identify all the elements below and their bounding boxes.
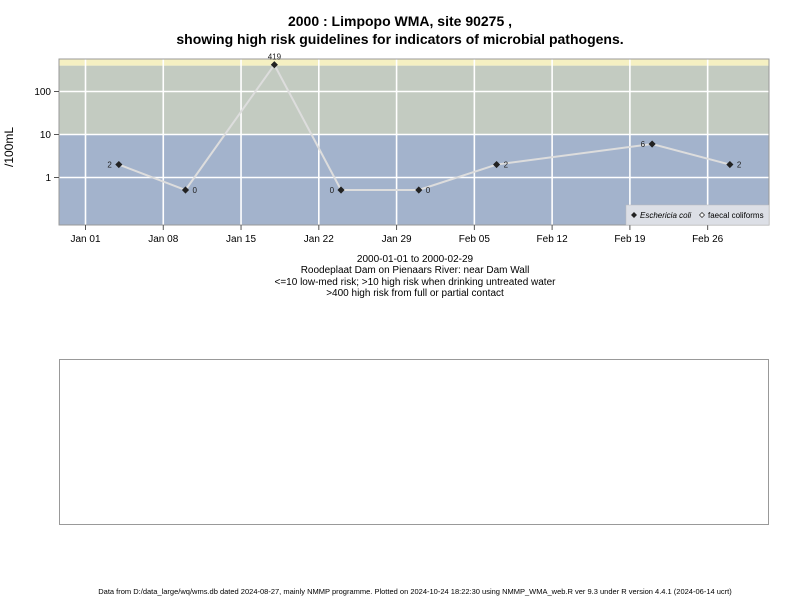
y-tick-label: 100 <box>34 87 51 98</box>
data-point <box>726 160 734 169</box>
data-label: 2 <box>107 161 112 170</box>
series-layer: 2 0 419 0 0 2 6 2 <box>107 53 742 195</box>
data-label: 419 <box>268 53 282 62</box>
data-label: 0 <box>426 186 431 195</box>
data-point <box>270 61 278 69</box>
grid-lines <box>59 59 769 225</box>
x-tick-label: Feb 19 <box>614 234 646 245</box>
risk-band-1 <box>59 65 769 135</box>
legend-label: Eschericia coli <box>640 211 691 220</box>
data-label: 0 <box>330 186 335 195</box>
x-tick-label: Jan 29 <box>382 234 412 245</box>
x-axis: Jan 01 Jan 08 Jan 15 Jan 22 Jan 29 Feb 05 Feb … <box>70 225 724 245</box>
legend-box <box>625 204 770 226</box>
y-axis: 1 10 100 <box>34 87 59 184</box>
data-label: 0 <box>192 186 197 195</box>
x-tick-label: Feb 12 <box>537 234 569 245</box>
risk-bands <box>59 59 769 225</box>
data-point <box>415 186 423 194</box>
risk-band-2 <box>59 59 769 66</box>
risk-text-1: <=10 low-med risk; >10 high risk when dr… <box>274 277 556 288</box>
legend-label: faecal coliforms <box>708 211 764 220</box>
data-label: 2 <box>504 161 509 170</box>
data-point <box>181 186 190 194</box>
data-point <box>493 160 501 169</box>
data-label: 2 <box>737 161 742 170</box>
data-point <box>648 140 656 148</box>
x-tick-label: Jan 01 <box>70 234 100 245</box>
x-tick-label: Jan 15 <box>226 234 256 245</box>
location-text: Roodeplaat Dam on Pienaars River: near D… <box>300 265 530 276</box>
series-line <box>118 62 731 192</box>
x-tick-label: Jan 22 <box>304 234 334 245</box>
chart-area: 1 10 100 Jan 01 Jan 08 Jan 15 Jan 22 Jan 29 Feb… <box>2 53 770 245</box>
risk-text-2: >400 high risk from full or partial cont… <box>326 288 504 299</box>
legend: Eschericia coli faecal coliforms <box>625 204 770 226</box>
plot-frame <box>58 58 770 226</box>
y-tick-label: 1 <box>45 173 51 184</box>
period-text: 2000-01-01 to 2000-02-29 <box>356 254 474 265</box>
x-tick-label: Feb 26 <box>692 234 724 245</box>
legend-marker <box>631 212 637 218</box>
y-tick-label: 10 <box>40 130 52 141</box>
data-point <box>115 160 123 169</box>
x-tick-label: Jan 08 <box>148 234 178 245</box>
legend-marker <box>699 212 705 218</box>
chart-title-line-2: showing high risk guidelines for indicat… <box>176 31 624 47</box>
footer-note: Data from D:/data_large/wq/wms.db dated … <box>98 587 732 596</box>
x-tick-label: Feb 05 <box>459 234 491 245</box>
data-label: 6 <box>641 140 646 149</box>
chart-title-line-1: 2000 : Limpopo WMA, site 90275 , <box>287 13 513 29</box>
data-point <box>337 186 345 194</box>
empty-plot-panel <box>59 359 769 525</box>
y-axis-label: /100mL <box>2 127 16 167</box>
